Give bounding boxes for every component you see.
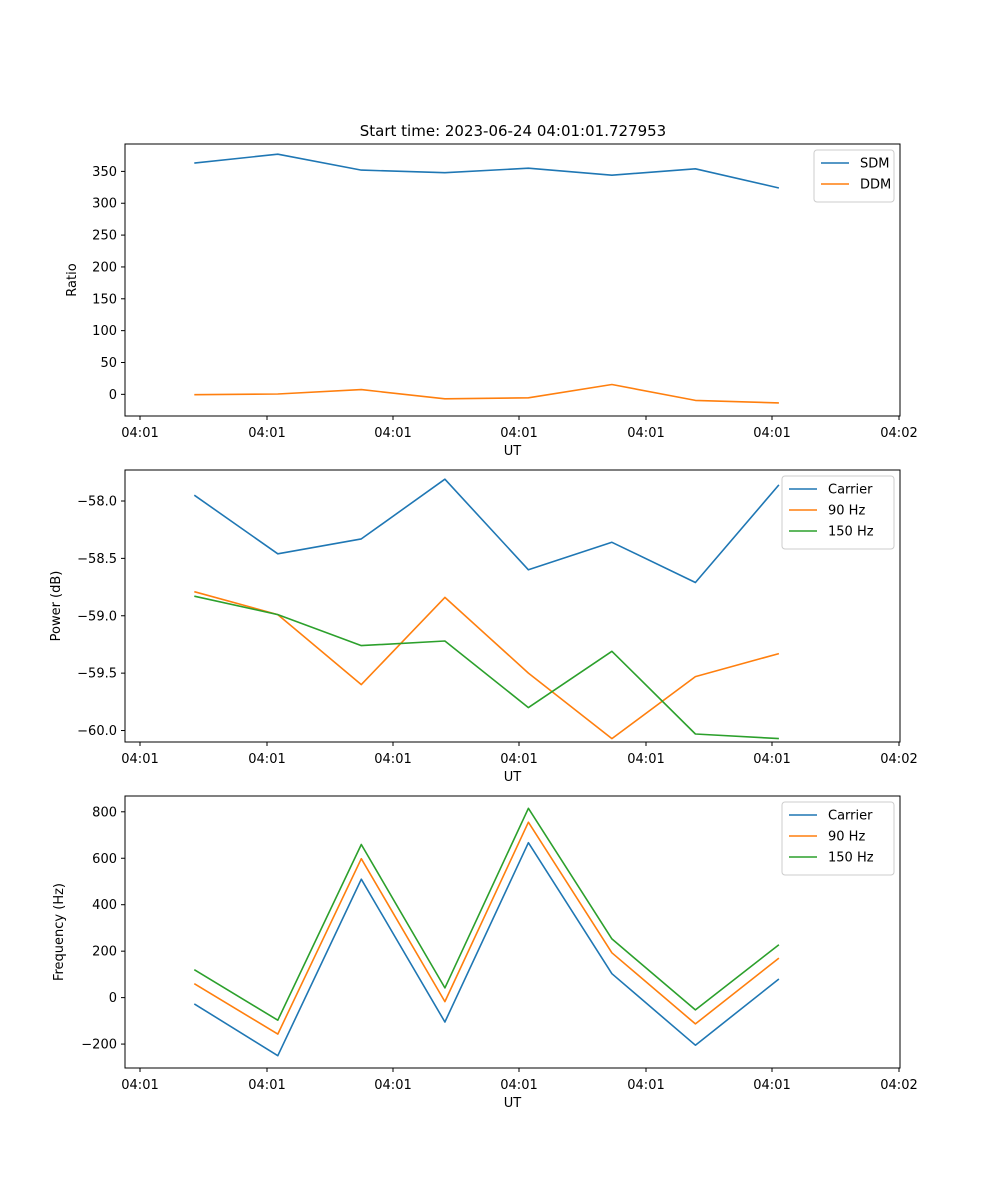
x-tick-label: 04:01 — [627, 752, 664, 767]
x-tick-label: 04:01 — [374, 1078, 411, 1093]
series-line-90-hz — [193, 821, 780, 1035]
x-tick-label: 04:01 — [753, 1078, 790, 1093]
legend-label: 90 Hz — [828, 830, 865, 845]
panel-1: 04:01 04:01 04:01 04:01 04:01 04:01 04:02 0 50 10… — [65, 143, 918, 459]
legend-label: Carrier — [828, 483, 873, 498]
figure-title: Start time: 2023-06-24 04:01:01.727953 — [360, 122, 666, 140]
axes-frame — [124, 469, 901, 743]
y-tick-label: 0 — [109, 388, 117, 403]
x-tick-label: 04:01 — [500, 426, 537, 441]
y-tick-label: 200 — [92, 260, 117, 275]
series-line-carrier — [193, 478, 780, 584]
x-tick-label: 04:01 — [753, 426, 790, 441]
x-axis-label: UT — [504, 770, 522, 785]
x-tick-label: 04:01 — [627, 426, 664, 441]
legend: Carrier 90 Hz 150 Hz — [781, 475, 895, 550]
x-tick-label: 04:01 — [121, 1078, 158, 1093]
legend-label: 150 Hz — [828, 525, 874, 540]
y-tick-label: 350 — [92, 165, 117, 180]
legend-label: 150 Hz — [828, 851, 874, 866]
x-tick-label: 04:01 — [248, 1078, 285, 1093]
legend: Carrier 90 Hz 150 Hz — [781, 801, 895, 876]
legend-label: DDM — [860, 178, 891, 193]
y-tick-label: 50 — [100, 356, 117, 371]
y-tick-label: −200 — [81, 1038, 117, 1053]
x-tick-label: 04:01 — [374, 426, 411, 441]
y-tick-label: 0 — [109, 991, 117, 1006]
y-tick-label: 150 — [92, 292, 117, 307]
x-axis-label: UT — [504, 444, 522, 459]
legend-label: Carrier — [828, 809, 873, 824]
x-tick-label: 04:01 — [627, 1078, 664, 1093]
x-tick-label: 04:01 — [500, 752, 537, 767]
y-tick-label: −58.0 — [77, 494, 117, 509]
series-line-ddm — [194, 383, 779, 404]
x-tick-label: 04:01 — [374, 752, 411, 767]
x-tick-label: 04:02 — [880, 752, 917, 767]
x-tick-label: 04:01 — [500, 1078, 537, 1093]
axes-frame — [124, 795, 901, 1069]
axes-frame — [124, 143, 901, 417]
y-tick-label: 100 — [92, 324, 117, 339]
y-tick-label: 200 — [92, 945, 117, 960]
legend: SDM DDM — [813, 149, 895, 203]
y-tick-label: −58.5 — [77, 552, 117, 567]
legend-label: 90 Hz — [828, 504, 865, 519]
y-tick-label: −59.5 — [77, 667, 117, 682]
y-tick-label: 300 — [92, 197, 117, 212]
x-tick-label: 04:02 — [880, 426, 917, 441]
x-axis-label: UT — [504, 1096, 522, 1111]
panel-3: 04:01 04:01 04:01 04:01 04:01 04:01 04:02 −200 0… — [52, 795, 918, 1111]
x-tick-label: 04:01 — [248, 426, 285, 441]
y-tick-label: −60.0 — [77, 724, 117, 739]
y-tick-label: 400 — [92, 898, 117, 913]
y-tick-label: 250 — [92, 229, 117, 244]
panel-2: 04:01 04:01 04:01 04:01 04:01 04:01 04:02 −58.0… — [49, 469, 918, 785]
y-tick-label: 600 — [92, 852, 117, 867]
y-tick-label: 800 — [92, 805, 117, 820]
x-tick-label: 04:01 — [248, 752, 285, 767]
x-tick-label: 04:01 — [753, 752, 790, 767]
x-tick-label: 04:01 — [121, 426, 158, 441]
series-line-150-hz — [194, 595, 779, 740]
legend-label: SDM — [860, 157, 889, 172]
y-axis-label: Power (dB) — [49, 571, 64, 642]
x-tick-label: 04:02 — [880, 1078, 917, 1093]
y-tick-label: −59.0 — [77, 609, 117, 624]
x-tick-label: 04:01 — [121, 752, 158, 767]
series-line-90-hz — [194, 590, 780, 740]
series-line-sdm — [194, 153, 780, 189]
panels: 04:01 04:01 04:01 04:01 04:01 04:01 04:02 0 50 10… — [49, 143, 918, 1111]
y-axis-label: Frequency (Hz) — [52, 883, 67, 981]
series-line-carrier — [193, 841, 780, 1057]
y-axis-label: Ratio — [65, 263, 80, 296]
series-line-150-hz — [193, 807, 780, 1022]
